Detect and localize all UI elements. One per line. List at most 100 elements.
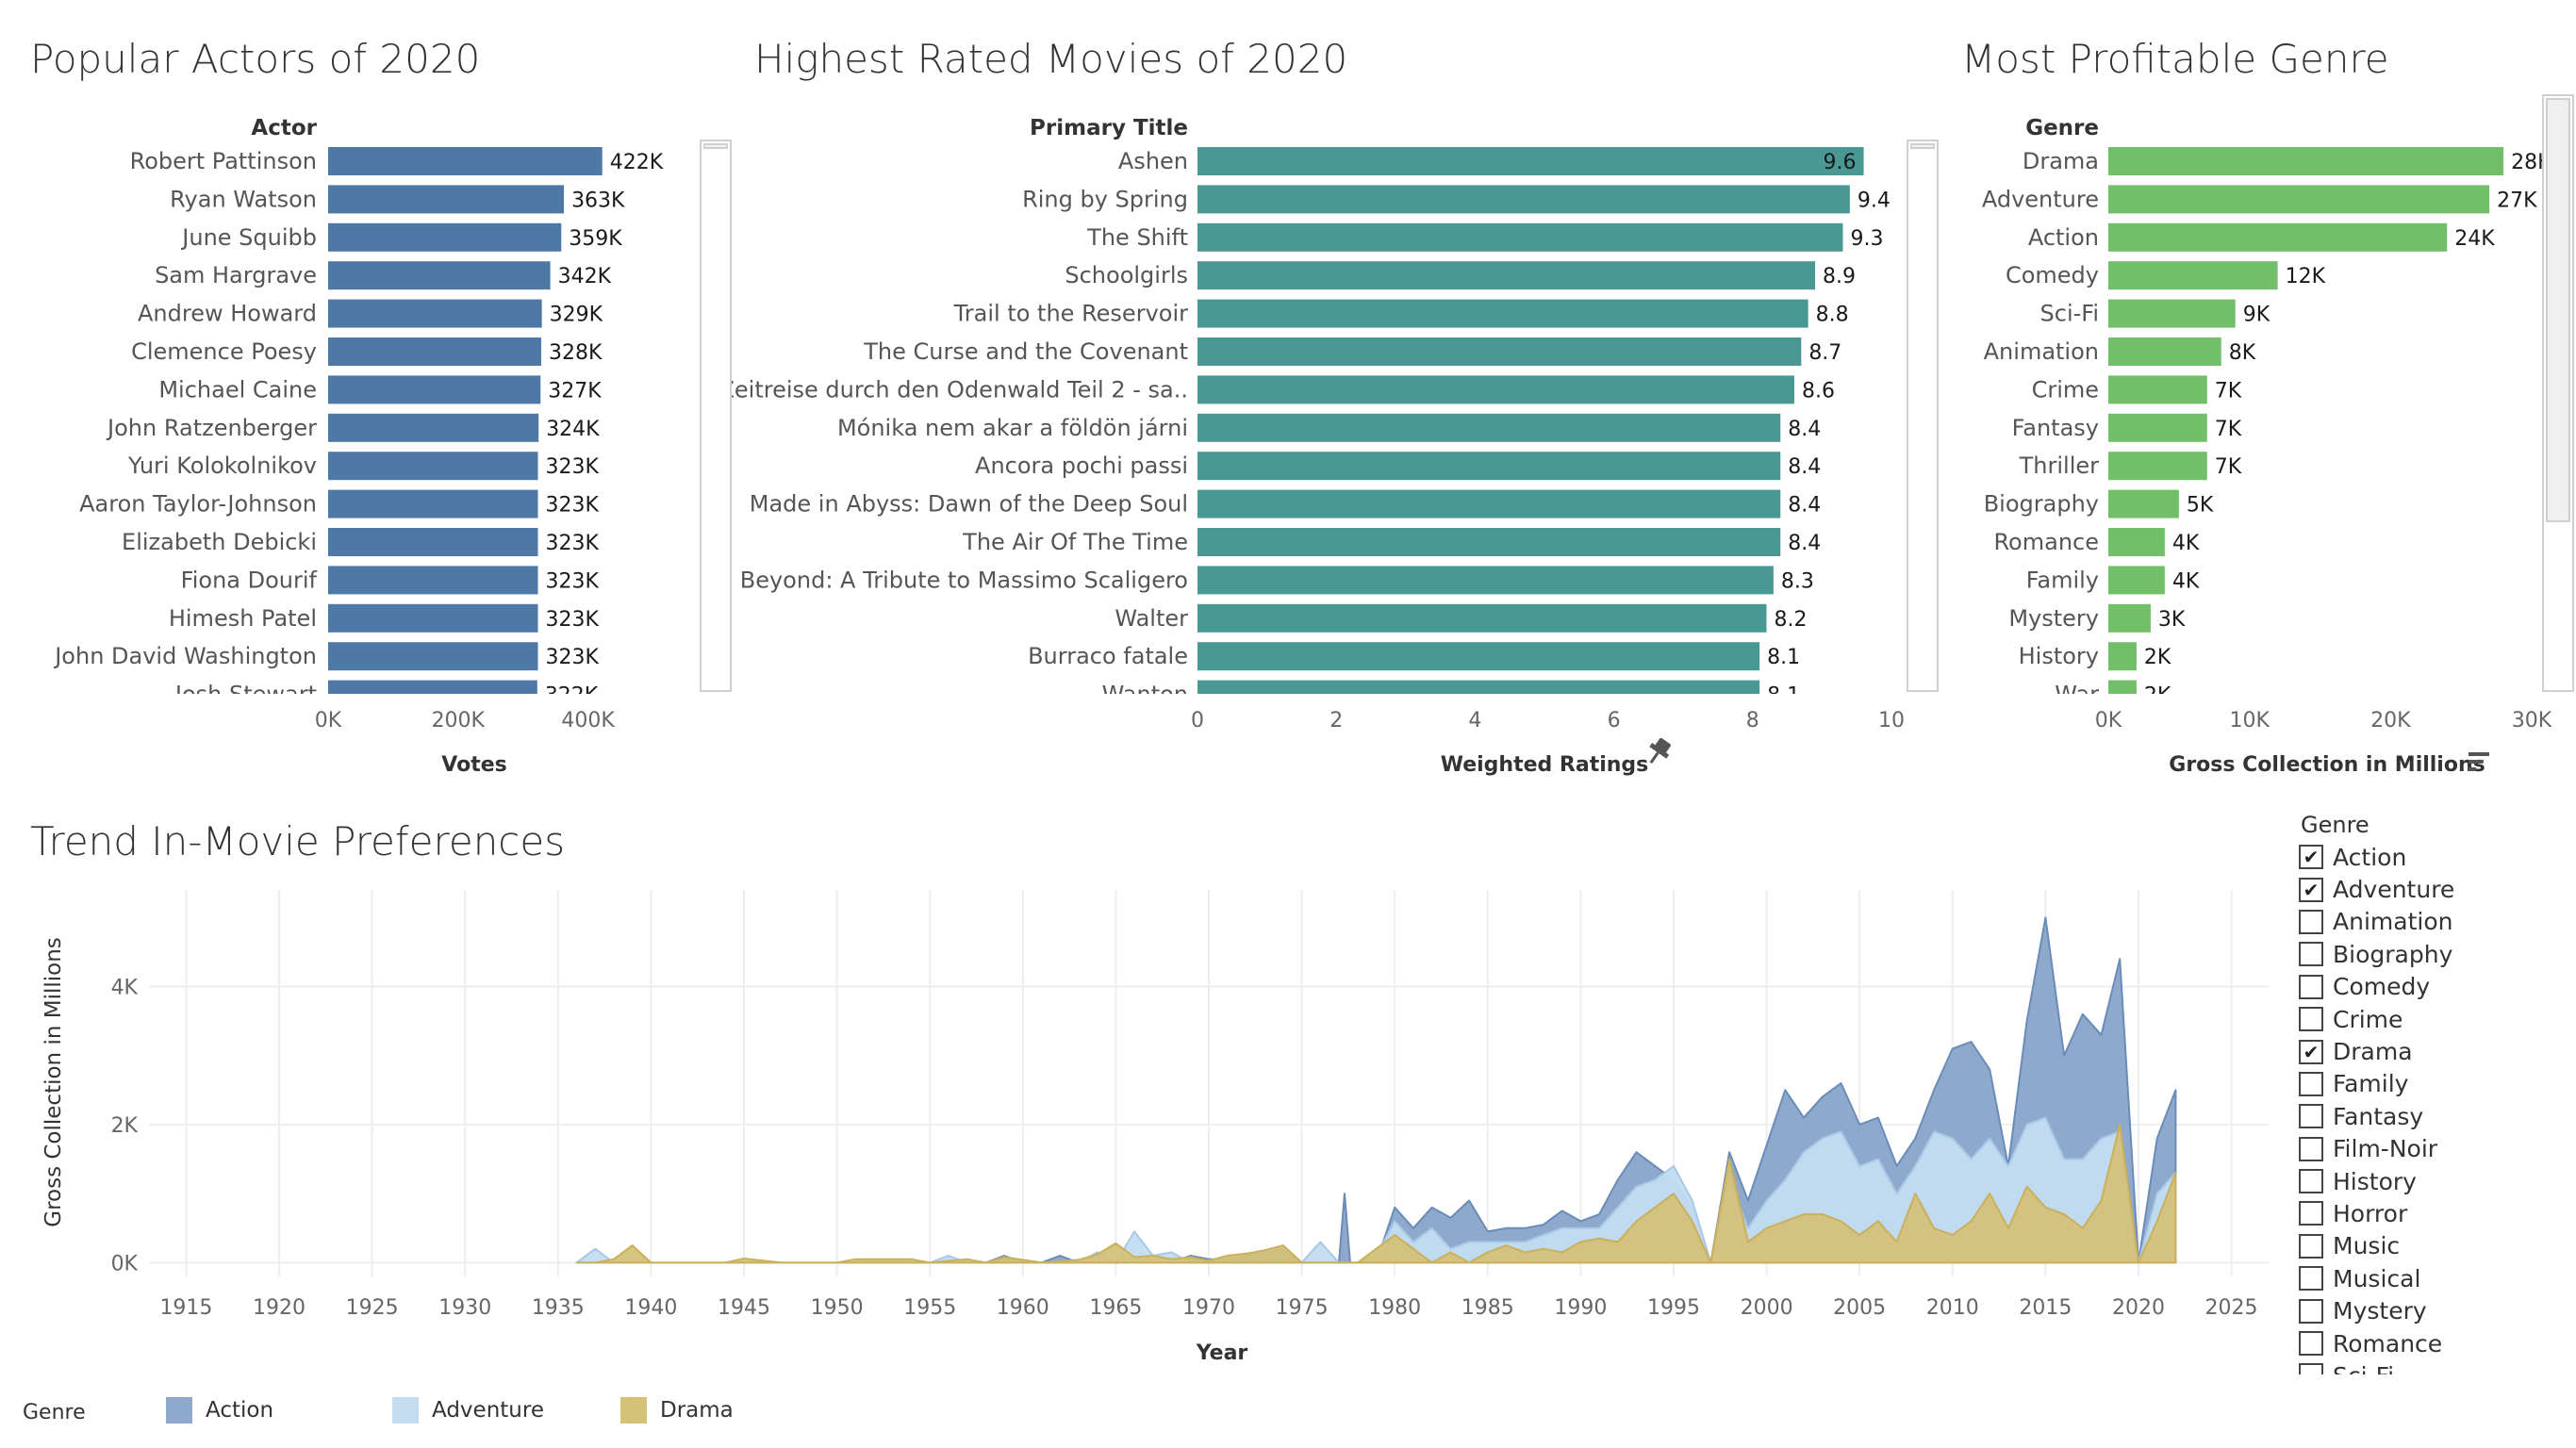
genre-bar-romance[interactable] <box>2108 528 2165 556</box>
movie-xtick-6: 6 <box>1608 709 1621 732</box>
movie-bar-the-curse-and-the-covenant[interactable] <box>1197 337 1802 366</box>
genre-filter-label-musical: Musical <box>2333 1264 2421 1292</box>
genre-label-adventure: Adventure <box>1982 186 2099 212</box>
movie-bar-m-nika-nem-akar-a-f-ld-n-j-rni[interactable] <box>1197 413 1781 442</box>
trend-xtick-1920: 1920 <box>253 1296 305 1320</box>
pin-icon[interactable] <box>1643 735 1675 769</box>
actor-bar-himesh-patel[interactable] <box>328 603 538 633</box>
checkbox-animation[interactable] <box>2299 909 2323 934</box>
genre-filter-item-comedy[interactable]: Comedy <box>2299 971 2544 1003</box>
movies-scrollbar[interactable] <box>1907 140 1939 692</box>
checkbox-film-noir[interactable] <box>2299 1136 2323 1161</box>
actor-bar-ryan-watson[interactable] <box>328 185 565 214</box>
checkbox-mystery[interactable] <box>2299 1298 2323 1324</box>
checkbox-history[interactable] <box>2299 1169 2323 1194</box>
genre-bar-action[interactable] <box>2108 222 2448 252</box>
actor-bar-john-david-washington[interactable] <box>328 642 538 671</box>
legend-item-adventure[interactable]: Adventure <box>392 1397 544 1423</box>
actor-bar-michael-caine[interactable] <box>328 375 541 404</box>
checkbox-comedy[interactable] <box>2299 974 2323 999</box>
movie-bar-the-shift[interactable] <box>1197 222 1843 252</box>
genre-bar-mystery[interactable] <box>2108 603 2151 633</box>
checkbox-adventure[interactable]: ✔ <box>2299 877 2323 902</box>
genre-filter-item-horror[interactable]: Horror <box>2299 1197 2544 1229</box>
checkbox-family[interactable] <box>2299 1071 2323 1096</box>
genre-bar-drama[interactable] <box>2108 147 2504 175</box>
actors-scroll-thumb[interactable] <box>703 143 728 149</box>
legend-item-drama[interactable]: Drama <box>620 1397 734 1423</box>
checkbox-biography[interactable] <box>2299 942 2323 967</box>
actor-bar-sam-hargrave[interactable] <box>328 261 551 290</box>
checkbox-horror[interactable] <box>2299 1201 2323 1226</box>
genre-filter-item-crime[interactable]: Crime <box>2299 1003 2544 1035</box>
movies-scroll-thumb[interactable] <box>1910 143 1935 149</box>
genre-bar-family[interactable] <box>2108 566 2165 595</box>
movie-bar-burraco-fatale[interactable] <box>1197 642 1760 671</box>
sort-descending-icon[interactable] <box>2469 752 2489 771</box>
genre-bar-sci-fi[interactable] <box>2108 299 2236 328</box>
movie-bar-wanton[interactable] <box>1197 680 1760 709</box>
checkbox-sci-fi[interactable] <box>2299 1363 2323 1374</box>
actor-bar-andrew-howard[interactable] <box>328 299 542 328</box>
genre-filter-item-film-noir[interactable]: Film-Noir <box>2299 1133 2544 1165</box>
genre-filter-item-mystery[interactable]: Mystery <box>2299 1294 2544 1326</box>
genre-filter-item-drama[interactable]: ✔ Drama <box>2299 1035 2544 1067</box>
checkbox-fantasy[interactable] <box>2299 1104 2323 1129</box>
genre-filter-item-romance[interactable]: Romance <box>2299 1327 2544 1359</box>
genre-filter-item-fantasy[interactable]: Fantasy <box>2299 1100 2544 1132</box>
movie-bar-made-in-abyss-dawn-of-the-deep-soul[interactable] <box>1197 489 1781 518</box>
genre-bar-crime[interactable] <box>2108 375 2207 404</box>
genre-bar-comedy[interactable] <box>2108 261 2278 290</box>
movie-label-the-air-of-the-time: The Air Of The Time <box>962 529 1188 555</box>
actor-bar-john-ratzenberger[interactable] <box>328 413 539 442</box>
checkbox-crime[interactable] <box>2299 1007 2323 1032</box>
checkbox-action[interactable]: ✔ <box>2299 845 2323 870</box>
legend-item-action[interactable]: Action <box>166 1397 273 1423</box>
genre-filter-item-animation[interactable]: Animation <box>2299 906 2544 938</box>
movie-bar-ashen[interactable] <box>1197 147 1864 175</box>
actor-bar-yuri-kolokolnikov[interactable] <box>328 452 538 481</box>
genre-scroll-thumb[interactable] <box>2546 98 2570 522</box>
actor-bar-clemence-poesy[interactable] <box>328 337 541 366</box>
actor-bar-elizabeth-debicki[interactable] <box>328 528 538 556</box>
movie-bar-the-air-of-the-time[interactable] <box>1197 528 1781 556</box>
actor-bar-josh-stewart[interactable] <box>328 680 537 709</box>
genre-bar-war[interactable] <box>2108 680 2137 709</box>
genre-filter-item-music[interactable]: Music <box>2299 1230 2544 1262</box>
checkbox-musical[interactable] <box>2299 1266 2323 1292</box>
genre-bar-history[interactable] <box>2108 642 2137 671</box>
movie-bar-trail-to-the-reservoir[interactable] <box>1197 299 1808 328</box>
genre-filter-item-history[interactable]: History <box>2299 1165 2544 1197</box>
genre-filter-item-action[interactable]: ✔ Action <box>2299 841 2544 873</box>
genre-filter-item-sci-fi[interactable]: Sci-Fi <box>2299 1359 2544 1374</box>
actor-bar-robert-pattinson[interactable] <box>328 147 603 175</box>
area-drama[interactable] <box>575 1123 2177 1264</box>
genre-filter-item-biography[interactable]: Biography <box>2299 938 2544 970</box>
genre-filter-item-musical[interactable]: Musical <box>2299 1262 2544 1294</box>
checkbox-music[interactable] <box>2299 1233 2323 1259</box>
actor-bar-june-squibb[interactable] <box>328 222 562 252</box>
checkbox-drama[interactable]: ✔ <box>2299 1039 2323 1064</box>
genre-filter: Genre ✔ Action ✔ Adventure Animation Biograph… <box>2299 809 2544 1374</box>
actors-scrollbar[interactable] <box>700 140 732 692</box>
genre-bar-thriller[interactable] <box>2108 452 2207 481</box>
checkbox-romance[interactable] <box>2299 1331 2323 1357</box>
movie-bar-zeitreise-durch-den-odenwald-teil-2-sa[interactable] <box>1197 375 1794 404</box>
movie-bar-ring-by-spring[interactable] <box>1197 185 1850 214</box>
actor-bar-aaron-taylor-johnson[interactable] <box>328 489 538 518</box>
genre-bar-fantasy[interactable] <box>2108 413 2207 442</box>
genre-bar-biography[interactable] <box>2108 489 2179 518</box>
movie-bar-schoolgirls[interactable] <box>1197 261 1816 290</box>
genre-bar-adventure[interactable] <box>2108 185 2490 214</box>
area-action[interactable] <box>984 916 2177 1264</box>
genre-scrollbar[interactable] <box>2542 94 2574 692</box>
movie-value-made-in-abyss-dawn-of-the-deep-soul: 8.4 <box>1788 494 1821 518</box>
area-adventure[interactable] <box>575 1116 2177 1264</box>
genre-bar-animation[interactable] <box>2108 337 2221 366</box>
movie-bar-beyond-a-tribute-to-massimo-scaligero[interactable] <box>1197 566 1774 595</box>
movie-bar-ancora-pochi-passi[interactable] <box>1197 452 1781 481</box>
genre-filter-item-family[interactable]: Family <box>2299 1068 2544 1100</box>
actor-bar-fiona-dourif[interactable] <box>328 566 538 595</box>
genre-filter-item-adventure[interactable]: ✔ Adventure <box>2299 873 2544 905</box>
movie-bar-walter[interactable] <box>1197 603 1767 633</box>
